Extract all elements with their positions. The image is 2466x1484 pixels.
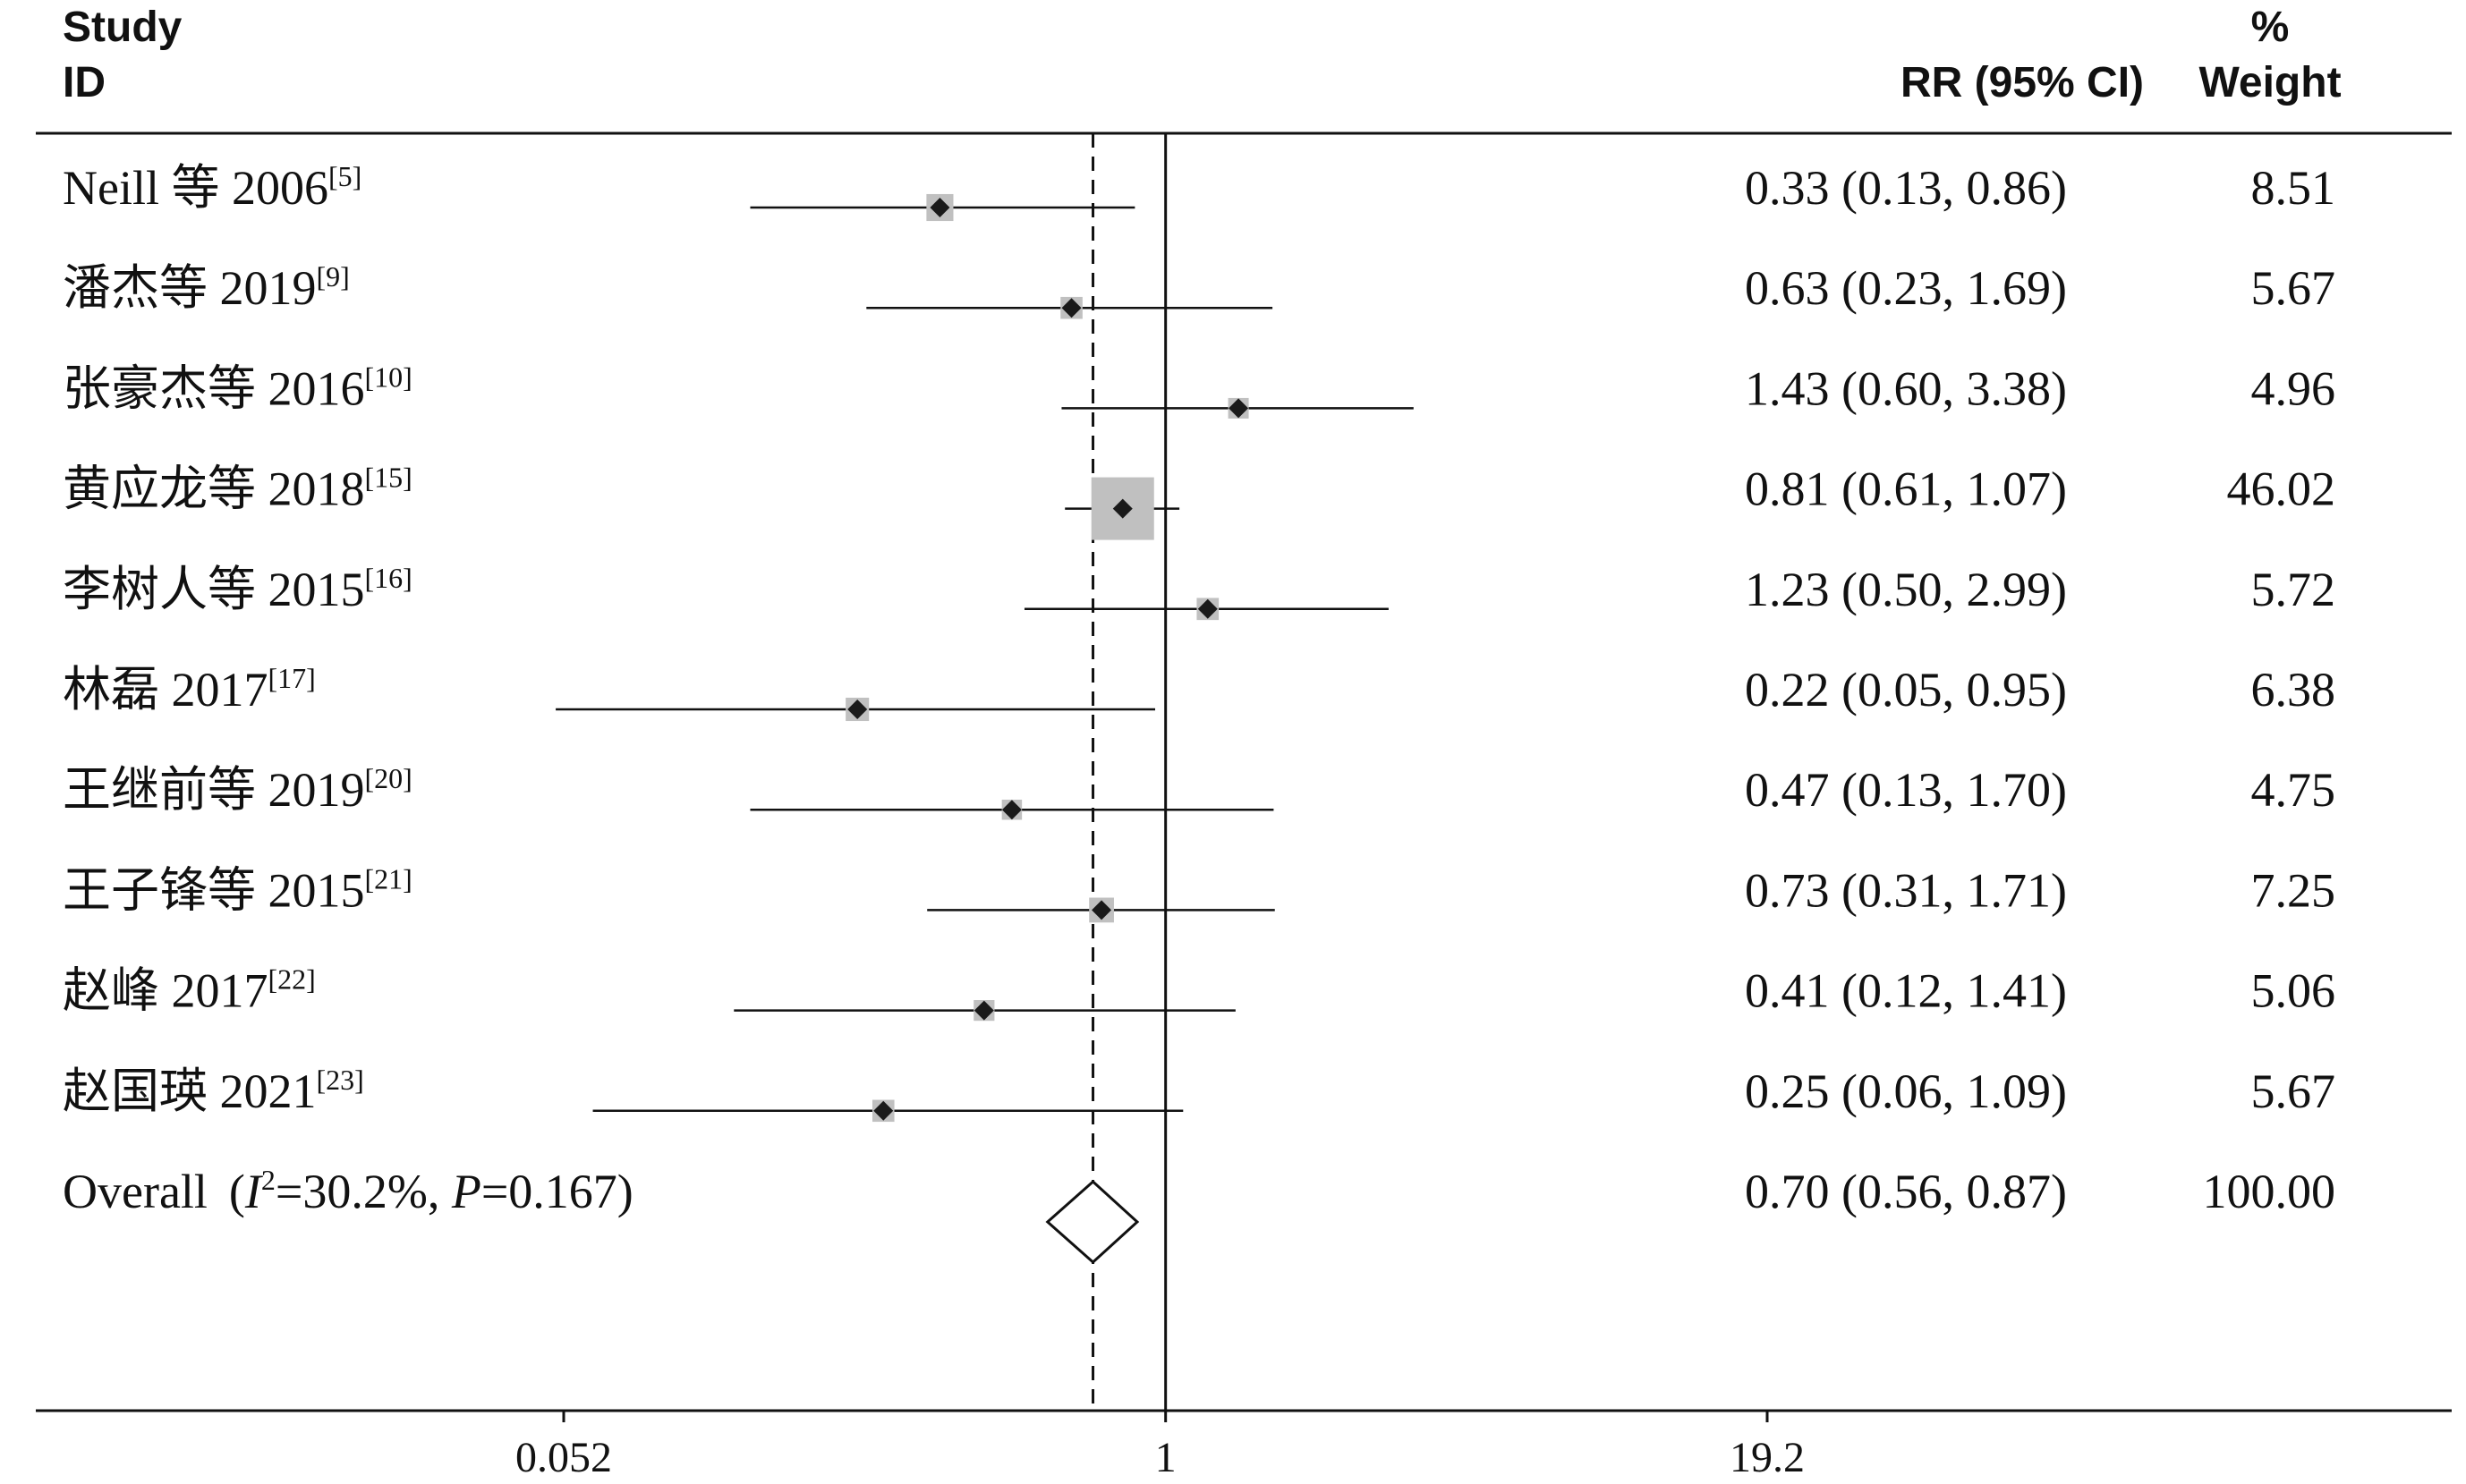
x-tick-label: 19.2 [1730, 1434, 1805, 1481]
study-label: 林磊 2017[17] [63, 662, 316, 717]
point-estimate [1061, 298, 1082, 318]
study-name: 王子锋等 2015 [63, 863, 365, 917]
study-label: 张豪杰等 2016[10] [63, 360, 412, 415]
study-label: 潘杰等 2019[9] [63, 260, 350, 315]
rr-ci-value: 0.63 (0.23, 1.69) [1745, 261, 2067, 315]
weight-value: 7.25 [2251, 863, 2336, 917]
study-label: 赵峰 2017[22] [63, 963, 316, 1018]
rr-ci-value: 0.33 (0.13, 0.86) [1745, 161, 2067, 215]
rr-ci-value: 0.25 (0.06, 1.09) [1745, 1064, 2067, 1118]
study-name: 赵峰 2017 [63, 964, 268, 1018]
study-reference: [21] [365, 862, 412, 895]
weight-value: 5.06 [2251, 964, 2336, 1018]
point-estimate [1001, 800, 1022, 820]
weight-value: 5.72 [2251, 563, 2336, 616]
point-estimate [847, 700, 868, 719]
study-label: 黄应龙等 2018[15] [63, 462, 412, 516]
p-value: =0.167) [481, 1165, 634, 1218]
study-reference: [15] [365, 462, 412, 494]
weight-value: 5.67 [2251, 261, 2336, 315]
overall-label: Overall (I2=30.2%, P=0.167) [63, 1164, 634, 1218]
weight-value: 46.02 [2227, 462, 2336, 516]
header-weight: Weight [2198, 59, 2341, 106]
i-squared-symbol: I [244, 1165, 264, 1218]
study-name: 林磊 2017 [63, 663, 268, 717]
x-tick-label: 0.052 [515, 1434, 612, 1481]
rr-ci-value: 1.23 (0.50, 2.99) [1745, 563, 2067, 616]
point-estimate [1112, 498, 1133, 519]
study-label: 王继前等 2019[20] [63, 762, 412, 817]
header-study: Study [63, 4, 183, 51]
overall-diamond [1045, 1179, 1140, 1265]
study-label: Neill 等 2006[5] [63, 160, 361, 215]
study-name: 王继前等 2019 [63, 763, 365, 817]
study-name: 黄应龙等 2018 [63, 462, 365, 516]
weight-value: 6.38 [2251, 663, 2336, 717]
rr-ci-value: 0.22 (0.05, 0.95) [1745, 663, 2067, 717]
study-name: 张豪杰等 2016 [63, 361, 365, 415]
weight-value: 4.75 [2251, 763, 2336, 817]
study-reference: [17] [268, 662, 316, 694]
weight-value: 8.51 [2251, 161, 2336, 215]
point-estimate [974, 1000, 994, 1021]
header-weight-percent: % [2251, 4, 2290, 51]
study-rows: Neill 等 2006[5] 0.33 (0.13, 0.86) 8.51 潘杰等 … [63, 160, 2336, 1265]
overall-name: Overall [63, 1165, 208, 1218]
study-reference: [9] [317, 260, 350, 293]
i-squared-superscript: 2 [261, 1164, 276, 1196]
rr-ci-value: 0.41 (0.12, 1.41) [1745, 964, 2067, 1018]
x-tick-label: 1 [1155, 1434, 1177, 1481]
rr-ci-value: 0.47 (0.13, 1.70) [1745, 763, 2067, 817]
header-rr-ci: RR (95% CI) [1901, 59, 2144, 106]
rr-ci-value: 0.73 (0.31, 1.71) [1745, 863, 2067, 917]
point-estimate [1092, 900, 1112, 920]
rr-ci-value: 0.81 (0.61, 1.07) [1745, 462, 2067, 516]
p-symbol: P [451, 1165, 481, 1218]
i-squared-value: =30.2%, [276, 1165, 452, 1218]
study-reference: [5] [328, 160, 361, 192]
header-id: ID [63, 59, 106, 106]
weight-value: 5.67 [2251, 1064, 2336, 1118]
point-estimate [1197, 598, 1218, 619]
study-reference: [10] [365, 360, 412, 393]
study-label: 王子锋等 2015[21] [63, 862, 412, 917]
study-name: Neill 等 2006 [63, 161, 328, 215]
x-axis-ticks: 0.052 1 19.2 [515, 1411, 1805, 1481]
point-estimate [930, 198, 950, 217]
point-estimate [873, 1100, 894, 1121]
study-name: 潘杰等 2019 [63, 261, 317, 315]
point-estimate [1229, 398, 1249, 419]
study-label: 赵国瑛 2021[23] [63, 1064, 364, 1118]
weight-value: 4.96 [2251, 361, 2336, 415]
study-name: 赵国瑛 2021 [63, 1064, 317, 1118]
study-name: 李树人等 2015 [63, 563, 365, 616]
study-reference: [20] [365, 762, 412, 794]
overall-weight-value: 100.00 [2203, 1165, 2336, 1218]
rr-ci-value: 1.43 (0.60, 3.38) [1745, 361, 2067, 415]
overall-rr-ci-value: 0.70 (0.56, 0.87) [1745, 1165, 2067, 1218]
study-reference: [23] [317, 1064, 364, 1096]
study-reference: [16] [365, 562, 412, 594]
study-reference: [22] [268, 963, 316, 996]
overall-paren: ( [229, 1165, 245, 1218]
study-label: 李树人等 2015[16] [63, 562, 412, 616]
